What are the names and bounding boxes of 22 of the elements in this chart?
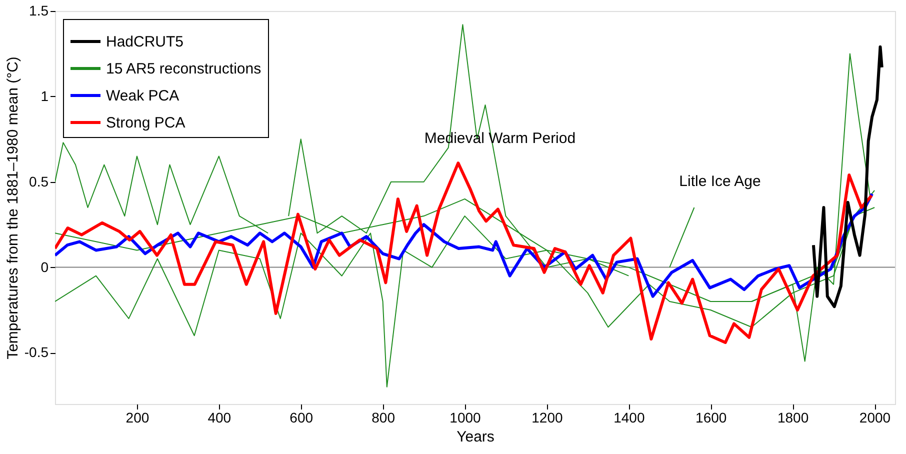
x-tick-label: 2000 (859, 410, 891, 426)
x-tick-label: 1400 (614, 410, 645, 426)
y-tick-label: 1.5 (29, 2, 49, 18)
x-tick-label: 1200 (532, 410, 563, 426)
x-tick-label: 1800 (777, 410, 809, 426)
y-axis-title: Temperatures from the 1881–1980 mean (°C) (4, 56, 22, 360)
legend-label: HadCRUT5 (106, 34, 184, 50)
x-tick-label: 400 (208, 410, 232, 426)
x-tick-label: 1600 (696, 410, 727, 426)
annotation: Litle Ice Age (679, 173, 761, 190)
x-axis-title: Years (456, 428, 494, 446)
y-tick-label: 0.5 (29, 173, 49, 190)
x-tick-label: 200 (126, 410, 150, 426)
y-tick-label: 1 (40, 88, 49, 104)
legend-label: Strong PCA (106, 114, 186, 132)
x-tick-label: 600 (290, 410, 314, 426)
y-tick-label: 0 (40, 258, 49, 275)
y-tick-label: -0.5 (24, 344, 49, 360)
legend-label: Weak PCA (106, 88, 180, 104)
x-tick-label: 1000 (450, 410, 482, 426)
x-tick-label: 800 (372, 410, 396, 426)
legend-label: 15 AR5 reconstructions (106, 60, 262, 78)
